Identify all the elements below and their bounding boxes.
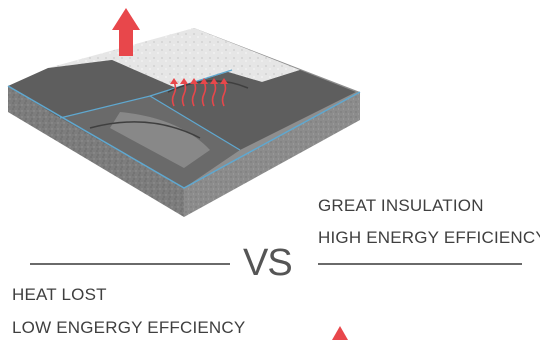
slab-right-face — [184, 92, 360, 217]
vs-separator: VS — [243, 242, 293, 284]
right-label-line1: GREAT INSULATION — [318, 196, 484, 215]
right-label-line2: HIGH ENERGY EFFICIENCY — [318, 228, 540, 247]
left-label-line1: HEAT LOST — [12, 285, 107, 304]
heating-pipe — [167, 80, 249, 93]
heating-pipe — [89, 121, 201, 139]
insulation-panel-middle — [110, 112, 210, 168]
heat-waves-icon — [171, 81, 227, 107]
insulation-panel-back — [8, 60, 356, 150]
small-arrow-icon — [332, 326, 348, 340]
slab-front-face — [8, 86, 184, 217]
edge-strip — [7, 85, 361, 189]
heat-escape-arrow-icon — [112, 8, 140, 56]
snow-layer — [48, 28, 300, 88]
right-divider-line — [318, 263, 522, 265]
left-label-line2: LOW ENGERGY EFFCIENCY — [12, 318, 246, 337]
left-divider-line — [30, 263, 230, 265]
